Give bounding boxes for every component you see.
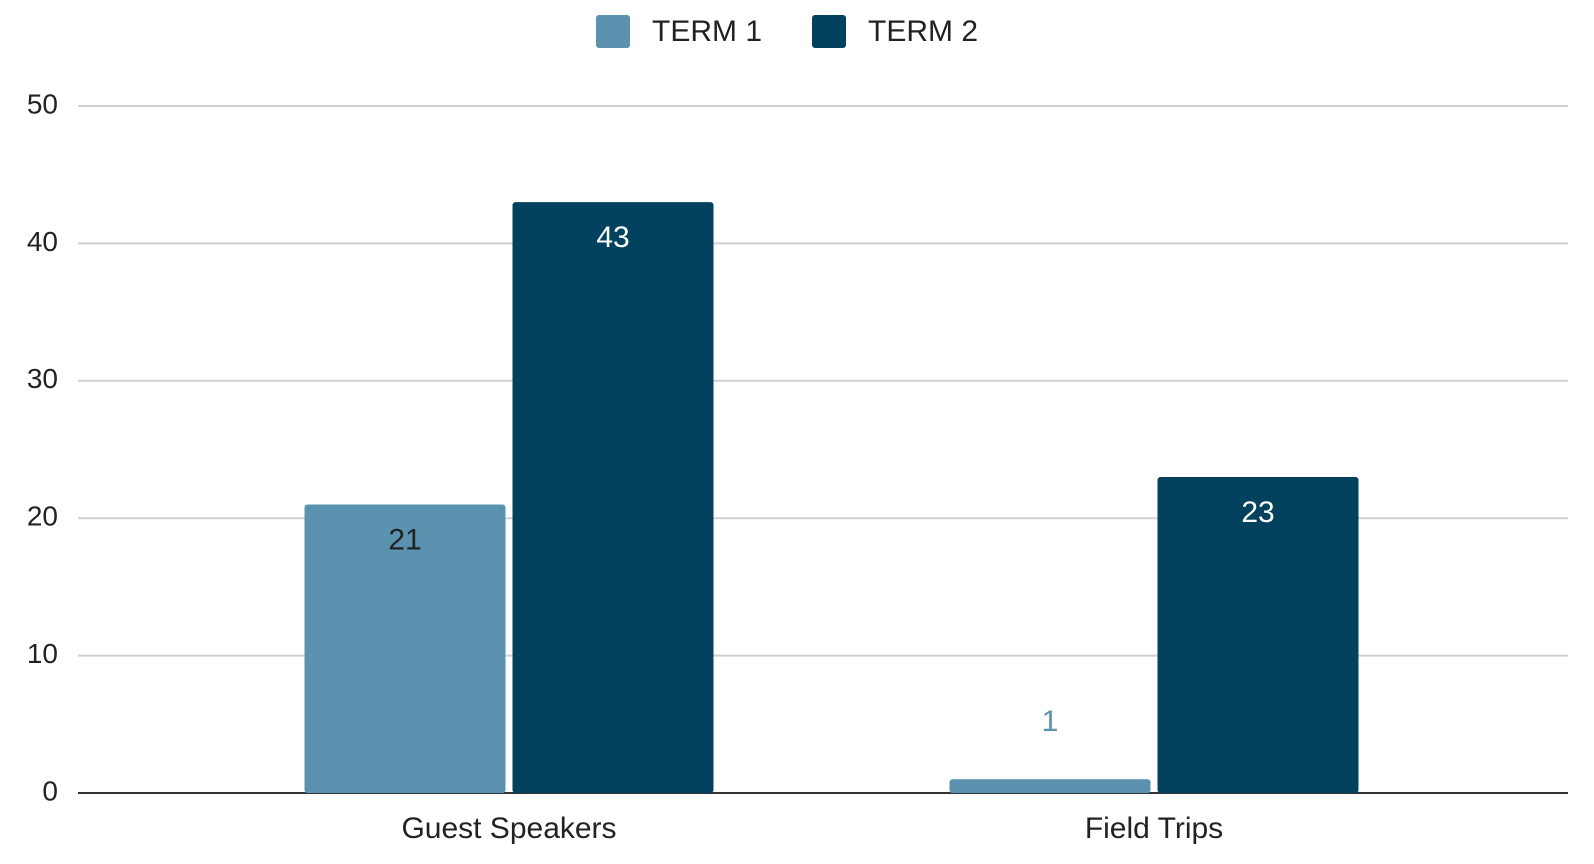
y-tick-label: 40 (27, 226, 58, 257)
x-tick-label: Field Trips (1085, 812, 1223, 845)
bar (512, 202, 714, 793)
data-label: 1 (1042, 705, 1059, 738)
y-tick-label: 30 (27, 363, 58, 394)
y-tick-label: 0 (42, 775, 58, 806)
legend-swatch (812, 15, 847, 48)
bar (949, 779, 1151, 793)
data-label: 43 (596, 221, 629, 254)
data-label: 23 (1241, 496, 1274, 529)
y-tick-label: 10 (27, 638, 58, 669)
data-label: 21 (388, 523, 421, 556)
legend-swatch (596, 15, 630, 48)
x-tick-label: Guest Speakers (401, 812, 616, 845)
legend-label: TERM 1 (652, 15, 762, 48)
legend-label: TERM 2 (868, 15, 978, 48)
y-tick-label: 20 (27, 501, 58, 532)
bar (1157, 476, 1359, 793)
y-tick-label: 50 (27, 88, 58, 119)
bar (304, 504, 506, 793)
